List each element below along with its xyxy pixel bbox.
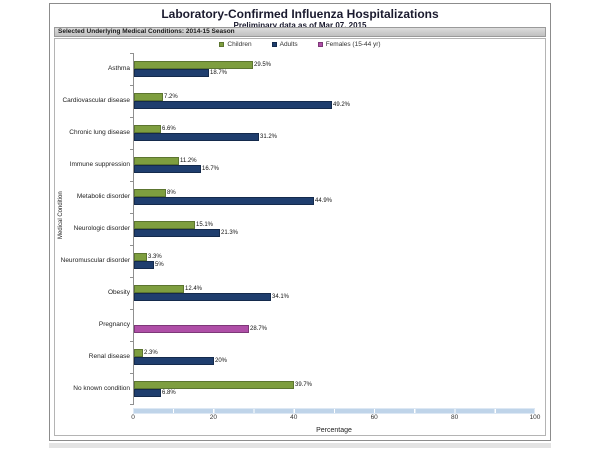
bar-value-label: 16.7% — [202, 166, 220, 172]
y-axis-tick — [130, 373, 134, 374]
bar-value-label: 11.2% — [180, 158, 197, 164]
chart-subtitle: Preliminary data as of Mar 07, 2015 — [233, 21, 367, 30]
y-axis-title: Medical Condition — [58, 191, 64, 239]
bar-children — [134, 125, 161, 133]
category-label: No known condition — [73, 385, 130, 392]
y-axis-tick — [130, 277, 134, 278]
bar-adults — [134, 101, 332, 109]
y-axis-tick — [130, 85, 134, 86]
bar-value-label: 49.2% — [333, 102, 351, 108]
x-tick-label: 100 — [529, 414, 541, 421]
category-label: Immune suppression — [69, 161, 130, 168]
y-axis-tick — [130, 181, 134, 182]
legend-item[interactable]: Adults — [271, 41, 298, 48]
legend-item[interactable]: Females (15-44 yr) — [317, 41, 381, 48]
bar-value-label: 21.3% — [221, 230, 239, 236]
x-tick-label: 20 — [209, 414, 217, 421]
y-axis-tick — [130, 341, 134, 342]
bar-children — [134, 381, 294, 389]
bar-value-label: 39.7% — [295, 382, 313, 388]
bottom-shadow — [49, 443, 551, 448]
bar-children — [134, 157, 179, 165]
category-label: Neuromuscular disorder — [60, 257, 130, 264]
bar-females-15-44-yr — [134, 325, 249, 333]
bar-value-label: 12.4% — [185, 286, 203, 292]
bar-value-label: 2.3% — [144, 350, 158, 356]
bar-children — [134, 253, 147, 261]
bar-value-label: 31.2% — [260, 134, 278, 140]
bar-value-label: 44.9% — [315, 198, 333, 204]
bar-adults — [134, 229, 220, 237]
section-header: Selected Underlying Medical Conditions: … — [54, 27, 546, 37]
x-tick-label: 0 — [131, 414, 135, 421]
legend-label: Children — [227, 41, 252, 48]
y-axis-tick — [130, 309, 134, 310]
category-label: Renal disease — [88, 353, 130, 360]
bar-value-label: 34.1% — [272, 294, 290, 300]
y-axis-tick — [130, 149, 134, 150]
bar-value-label: 8% — [167, 190, 176, 196]
bar-adults — [134, 389, 161, 397]
x-tick-label: 60 — [370, 414, 378, 421]
bar-adults — [134, 261, 154, 269]
bar-value-label: 7.2% — [164, 94, 178, 100]
bar-adults — [134, 357, 214, 365]
bar-value-label: 29.5% — [254, 62, 272, 68]
bar-value-label: 6.8% — [162, 390, 176, 396]
plot-area: Asthma 29.5% 18.7% Cardiovascular disease 7.… — [61, 53, 535, 405]
legend-label: Adults — [279, 41, 298, 48]
x-tick-label: 40 — [290, 414, 298, 421]
bar-adults — [134, 165, 201, 173]
y-axis-tick — [130, 245, 134, 246]
bar-children — [134, 93, 163, 101]
bar-adults — [134, 197, 314, 205]
category-label: Cardiovascular disease — [62, 97, 130, 104]
bar-children — [134, 189, 166, 197]
bar-children — [134, 61, 253, 69]
y-axis-tick — [130, 53, 134, 54]
category-label: Pregnancy — [98, 321, 130, 328]
bar-value-label: 28.7% — [250, 326, 268, 332]
bar-value-label: 6.6% — [162, 126, 176, 132]
category-label: Metabolic disorder — [76, 193, 130, 200]
legend-label: Females (15-44 yr) — [325, 41, 381, 48]
category-label: Obesity — [107, 289, 130, 296]
chart-frame: Laboratory-Confirmed Influenza Hospitali… — [49, 3, 551, 441]
legend-swatch-icon — [271, 42, 277, 47]
y-axis-tick — [130, 404, 134, 405]
x-axis-title: Percentage — [316, 427, 352, 434]
y-axis-tick — [130, 117, 134, 118]
bar-value-label: 3.3% — [148, 254, 162, 260]
category-label: Asthma — [107, 65, 130, 72]
legend-swatch-icon — [219, 42, 225, 47]
bar-children — [134, 349, 143, 357]
category-label: Neurologic disorder — [73, 225, 130, 232]
legend: Children Adults Females (15-44 yr) — [55, 41, 545, 48]
bar-value-label: 20% — [215, 358, 228, 364]
chart-box: Children Adults Females (15-44 yr) Asthma 2… — [54, 38, 546, 436]
bar-adults — [134, 69, 209, 77]
bar-children — [134, 285, 184, 293]
bar-value-label: 15.1% — [196, 222, 214, 228]
bar-value-label: 5% — [155, 262, 164, 268]
bar-children — [134, 221, 195, 229]
legend-item[interactable]: Children — [219, 41, 252, 48]
y-axis-tick — [130, 213, 134, 214]
chart-scrollbar[interactable] — [133, 408, 535, 414]
bar-value-label: 18.7% — [210, 70, 228, 76]
category-label: Chronic lung disease — [69, 129, 130, 136]
chart-title: Laboratory-Confirmed Influenza Hospitali… — [161, 7, 439, 21]
x-tick-label: 80 — [450, 414, 459, 421]
legend-swatch-icon — [317, 42, 323, 47]
bar-adults — [134, 133, 259, 141]
bar-adults — [134, 293, 271, 301]
